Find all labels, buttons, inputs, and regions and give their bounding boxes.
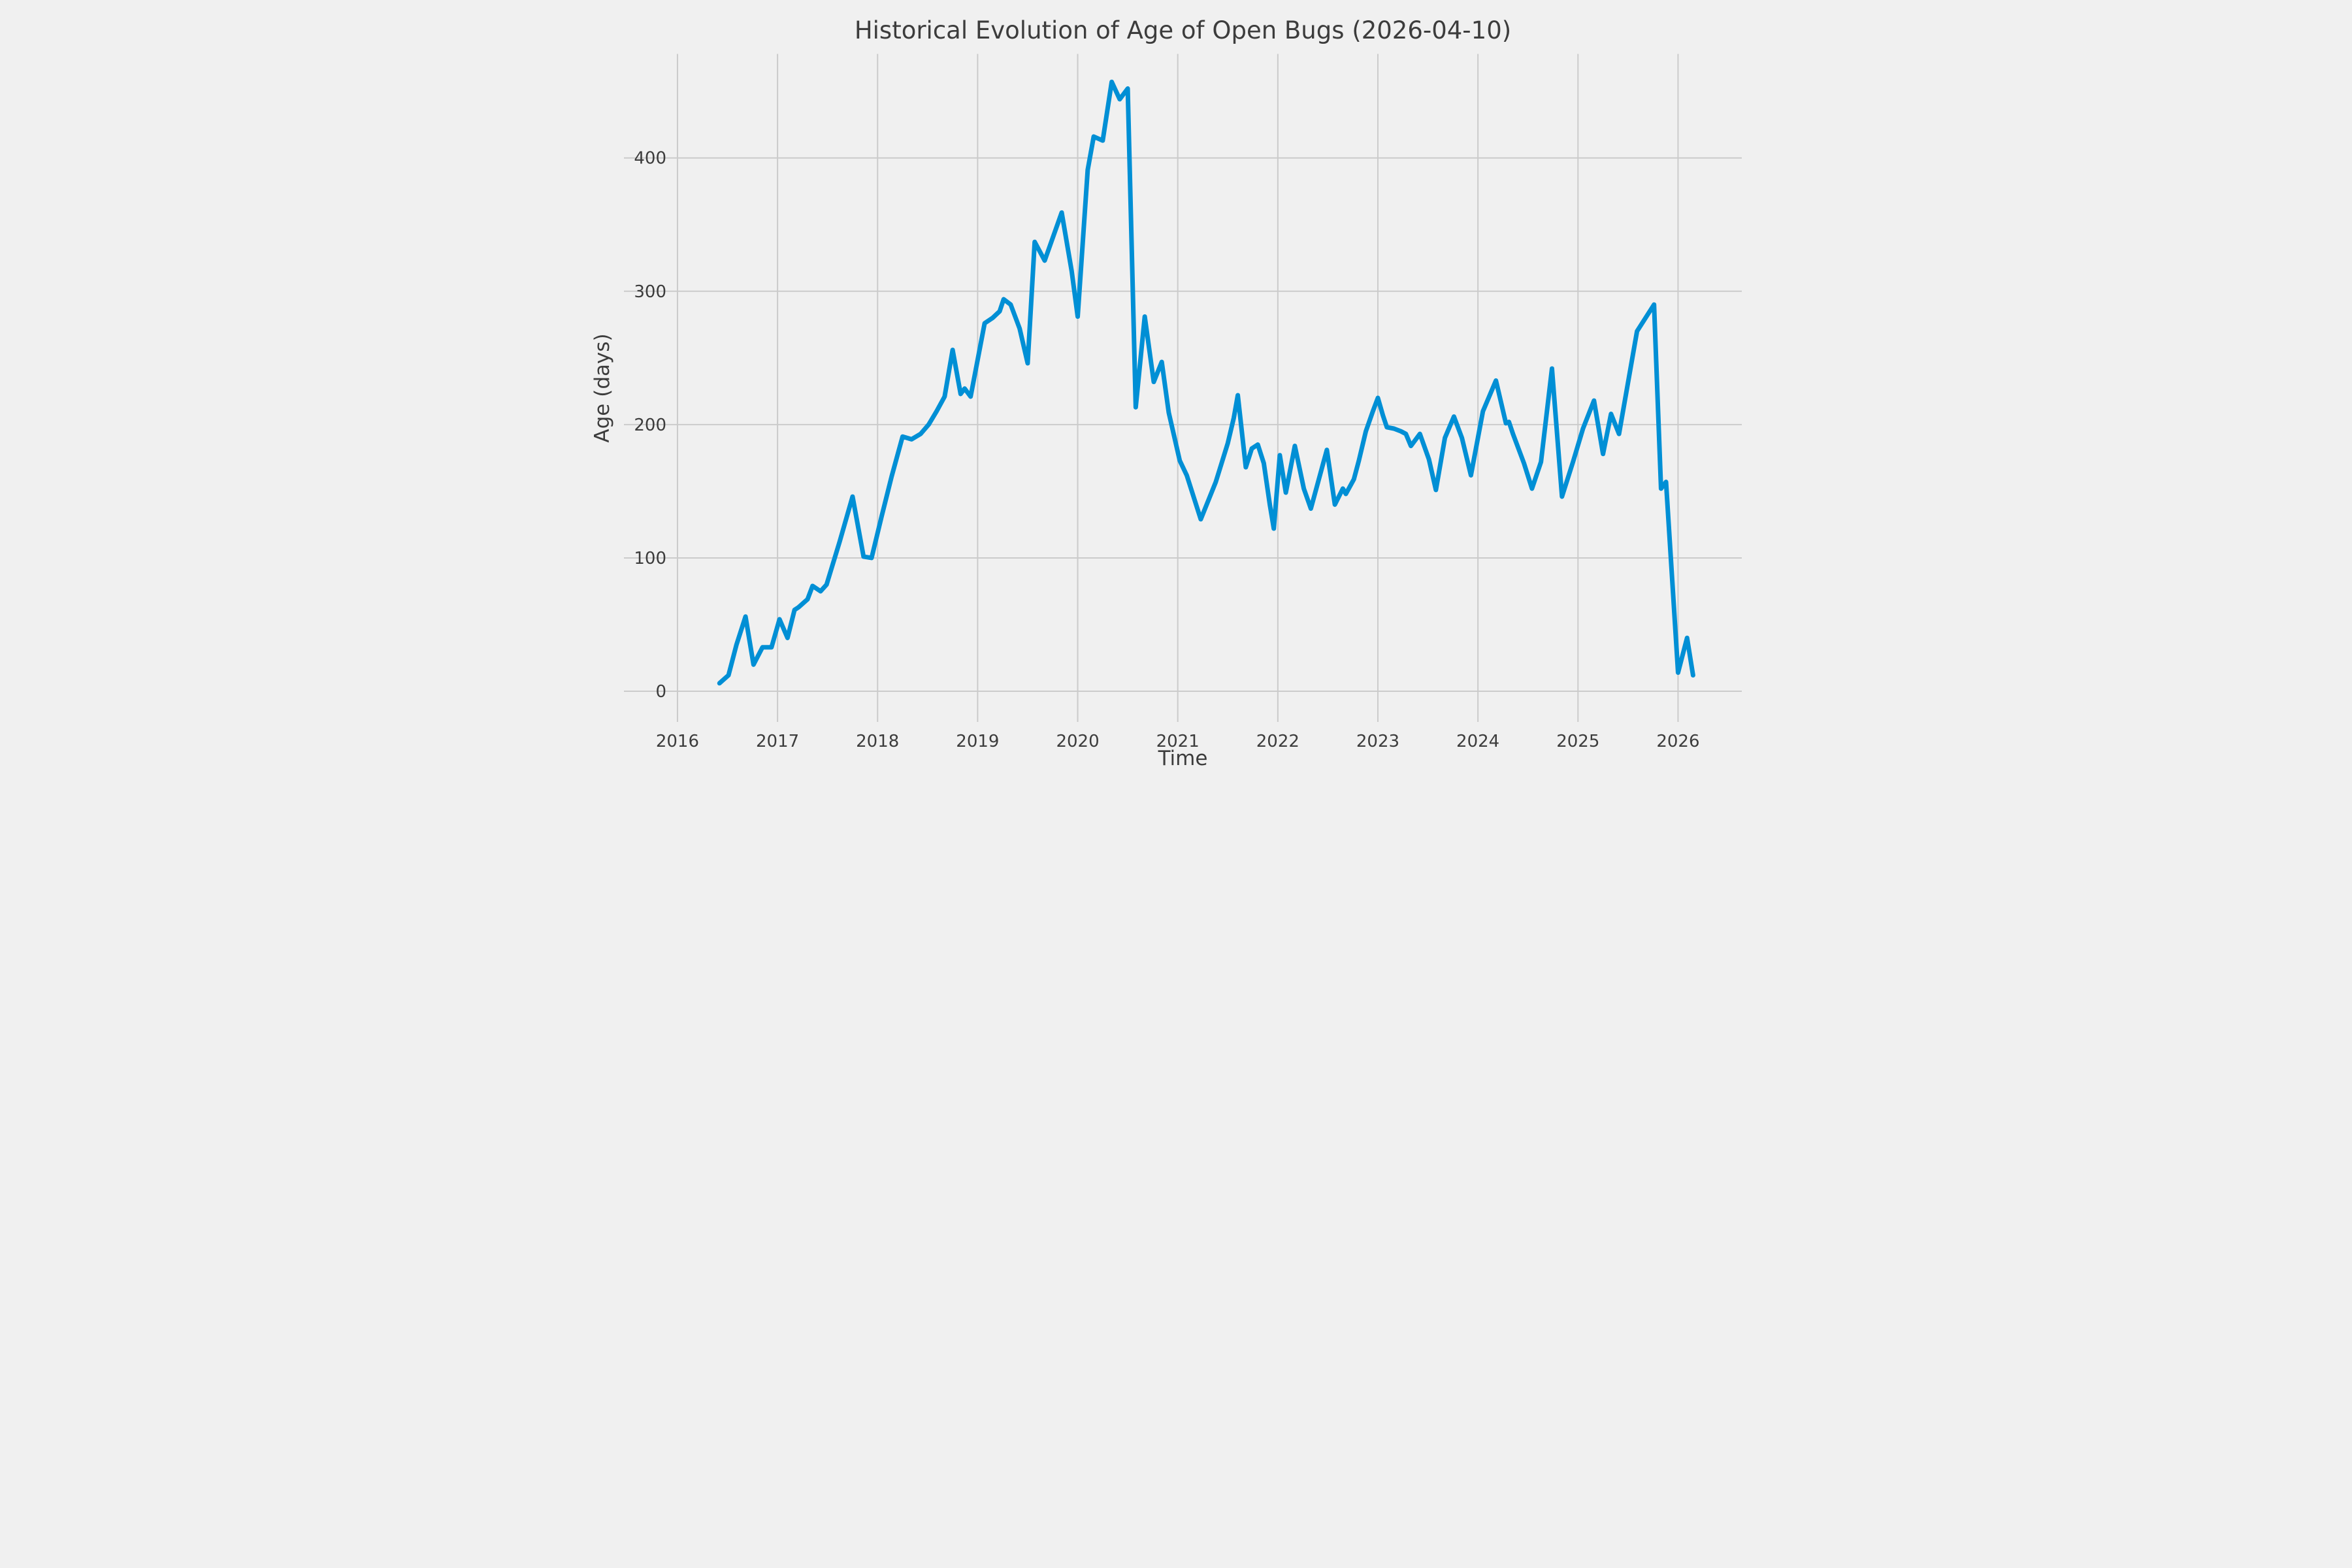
x-tick-label: 2025 (1556, 732, 1599, 751)
chart-svg: 2016 2017 2018 2019 2020 2021 2022 2023 2024 2025… (588, 0, 1764, 784)
series-line (717, 79, 1695, 686)
x-tick-label: 2018 (856, 732, 899, 751)
x-tick-label: 2024 (1456, 732, 1499, 751)
x-tick-label: 2026 (1656, 732, 1699, 751)
x-tick-label: 2019 (956, 732, 999, 751)
x-axis-label: Time (1158, 747, 1208, 770)
y-tick-label: 300 (634, 282, 666, 302)
figure: 2016 2017 2018 2019 2020 2021 2022 2023 2024 2025… (588, 0, 1764, 784)
y-tick-label: 400 (634, 149, 666, 169)
y-tick-label: 100 (634, 549, 666, 568)
x-tick-label: 2017 (756, 732, 799, 751)
gridlines-vertical (676, 54, 1679, 722)
y-tick-labels: 0 100 200 300 400 (634, 149, 666, 702)
y-tick-label: 0 (655, 682, 666, 702)
chart-title: Historical Evolution of Age of Open Bugs… (855, 16, 1511, 44)
x-tick-label: 2022 (1256, 732, 1299, 751)
x-tick-label: 2023 (1356, 732, 1399, 751)
figure-background (588, 0, 1764, 784)
x-tick-label: 2021 (1156, 732, 1200, 751)
x-tick-label: 2016 (656, 732, 699, 751)
x-tick-labels: 2016 2017 2018 2019 2020 2021 2022 2023 2024 2025… (656, 732, 1700, 751)
y-axis-label: Age (days) (591, 333, 614, 442)
x-tick-label: 2020 (1056, 732, 1099, 751)
y-tick-label: 200 (634, 416, 666, 435)
